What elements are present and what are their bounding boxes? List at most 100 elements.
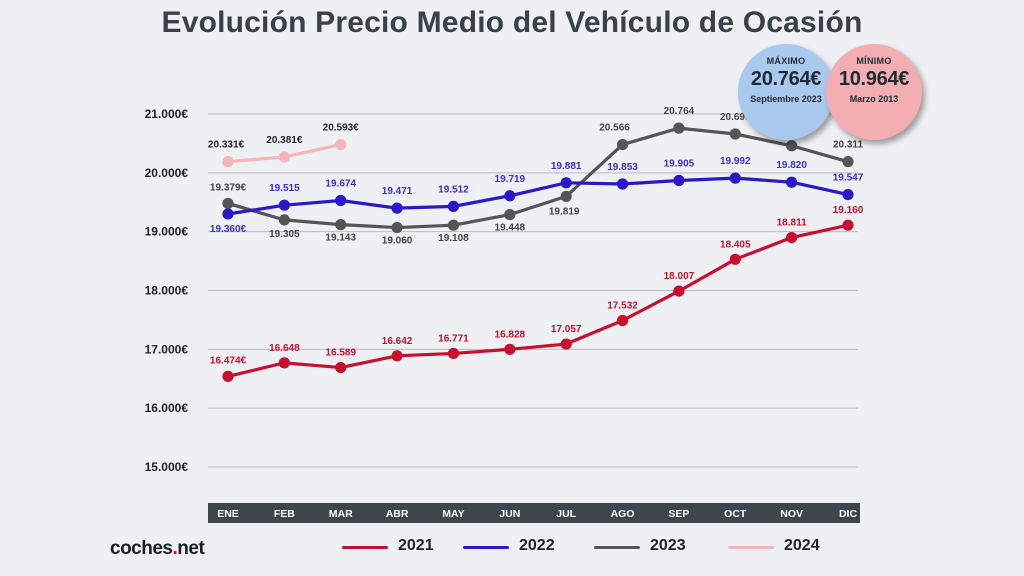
data-point-2023	[447, 219, 460, 231]
data-point-2022	[560, 177, 572, 189]
x-tick-label: OCT	[724, 508, 747, 520]
data-label-2023: 20.764	[664, 106, 695, 117]
legend-label-2022: 2022	[519, 537, 555, 554]
data-point-2021	[673, 285, 685, 297]
data-label-2023: 20.695	[720, 112, 751, 123]
data-label-2023: 19.379€	[210, 182, 247, 193]
data-label-2022: 19.515	[269, 183, 300, 194]
data-label-2021: 18.405	[720, 239, 751, 250]
data-point-2022	[447, 200, 460, 212]
x-tick-label: NOV	[780, 508, 803, 520]
data-label-2023: 20.311	[833, 140, 863, 151]
legend-label-2023: 2023	[650, 537, 686, 554]
legend-label-2021: 2021	[398, 537, 434, 554]
data-point-2021	[222, 370, 234, 382]
legend-swatch-2023	[594, 546, 640, 549]
data-point-2021	[391, 350, 403, 362]
brand-name: coches	[110, 538, 173, 559]
x-tick-label: SEP	[668, 508, 689, 520]
brand-logo: coches.net	[110, 538, 205, 560]
x-tick-label: JUN	[499, 508, 520, 520]
data-label-2022: 19.360€	[210, 224, 247, 235]
data-label-2022: 19.512	[438, 184, 469, 195]
y-tick-label: 20.000€	[145, 166, 189, 180]
data-point-2021	[729, 253, 741, 265]
data-label-2023: 19.108	[438, 233, 469, 244]
y-tick-label: 17.000€	[145, 342, 189, 356]
minimum-date: Marzo 2013	[849, 94, 899, 104]
data-point-2021	[560, 338, 572, 350]
x-tick-label: MAY	[442, 508, 464, 520]
data-label-2024: 20.331€	[208, 140, 245, 151]
series-line-2023	[226, 126, 850, 230]
data-point-2022	[278, 199, 290, 211]
data-point-2023	[278, 214, 290, 226]
data-label-2023: 20.566	[599, 123, 630, 134]
x-tick-label: ABR	[386, 508, 409, 520]
series-line-2021	[226, 223, 850, 378]
data-label-2024: 20.381€	[266, 135, 303, 146]
x-tick-label: FEB	[274, 508, 295, 520]
chart-title: Evolución Precio Medio del Vehículo de O…	[161, 6, 863, 39]
data-label-2021: 18.007	[664, 271, 695, 282]
y-tick-label: 21.000€	[145, 107, 189, 121]
x-tick-label: JUL	[556, 508, 576, 520]
data-point-2023	[504, 209, 516, 221]
data-point-2021	[504, 343, 516, 355]
data-point-2022	[842, 189, 854, 201]
data-label-2022: 19.547	[833, 173, 864, 184]
minimum-price-badge: MÍNIMO 10.964€ Marzo 2013	[826, 44, 922, 140]
data-label-2023: 19.448	[495, 223, 526, 234]
data-label-2021: 19.160	[833, 205, 864, 216]
data-label-2022: 19.820	[776, 160, 807, 171]
data-label-2022: 19.881	[551, 161, 582, 172]
data-label-2023: 19.143	[325, 233, 356, 244]
data-point-2022	[335, 194, 347, 207]
minimum-value: 10.964€	[838, 68, 910, 90]
maximum-label: MÁXIMO	[766, 56, 806, 66]
x-tick-label: MAR	[329, 508, 353, 520]
y-tick-label: 16.000€	[145, 401, 189, 415]
data-point-2022	[729, 172, 741, 184]
legend-swatch-2022	[463, 546, 509, 549]
data-point-2023	[673, 122, 685, 134]
data-point-2022	[391, 202, 403, 214]
x-tick-label: ENE	[217, 508, 239, 520]
data-point-2023	[842, 156, 854, 168]
data-point-2021	[278, 357, 290, 369]
data-point-2023	[616, 138, 629, 151]
data-label-2022: 19.471	[382, 186, 413, 197]
maximum-date: Septiembre 2023	[750, 94, 822, 104]
y-tick-label: 15.000€	[145, 460, 189, 474]
data-point-2024	[335, 138, 347, 151]
data-point-2021	[786, 231, 798, 244]
data-point-2023	[391, 221, 403, 234]
data-label-2022: 19.853	[607, 162, 638, 173]
data-label-2022: 19.674	[325, 178, 356, 189]
legend-label-2024: 2024	[784, 537, 820, 554]
data-label-2021: 16.474€	[210, 355, 247, 366]
legend-swatch-2021	[342, 546, 388, 549]
data-label-2021: 16.648	[269, 343, 300, 354]
data-label-2024: 20.593€	[323, 123, 360, 134]
data-point-2024	[278, 151, 290, 163]
data-label-2021: 17.532	[607, 301, 638, 312]
legend-swatch-2024	[728, 546, 774, 549]
y-tick-label: 19.000€	[145, 225, 189, 239]
x-tick-label: DIC	[839, 508, 858, 520]
data-point-2021	[335, 361, 347, 374]
data-label-2023: 19.305	[269, 229, 300, 240]
data-point-2022	[222, 208, 234, 220]
data-label-2022: 19.905	[664, 158, 695, 169]
series-line-2022	[226, 176, 850, 216]
data-label-2021: 16.642	[382, 336, 413, 347]
x-tick-label: AGO	[611, 508, 635, 520]
brand-suffix: net	[177, 538, 205, 559]
data-label-2021: 16.589	[325, 348, 356, 359]
data-point-2023	[786, 140, 798, 152]
data-point-2023	[335, 219, 347, 231]
data-label-2022: 19.992	[720, 156, 751, 167]
data-label-2021: 16.771	[438, 333, 469, 344]
maximum-value: 20.764€	[750, 68, 822, 90]
